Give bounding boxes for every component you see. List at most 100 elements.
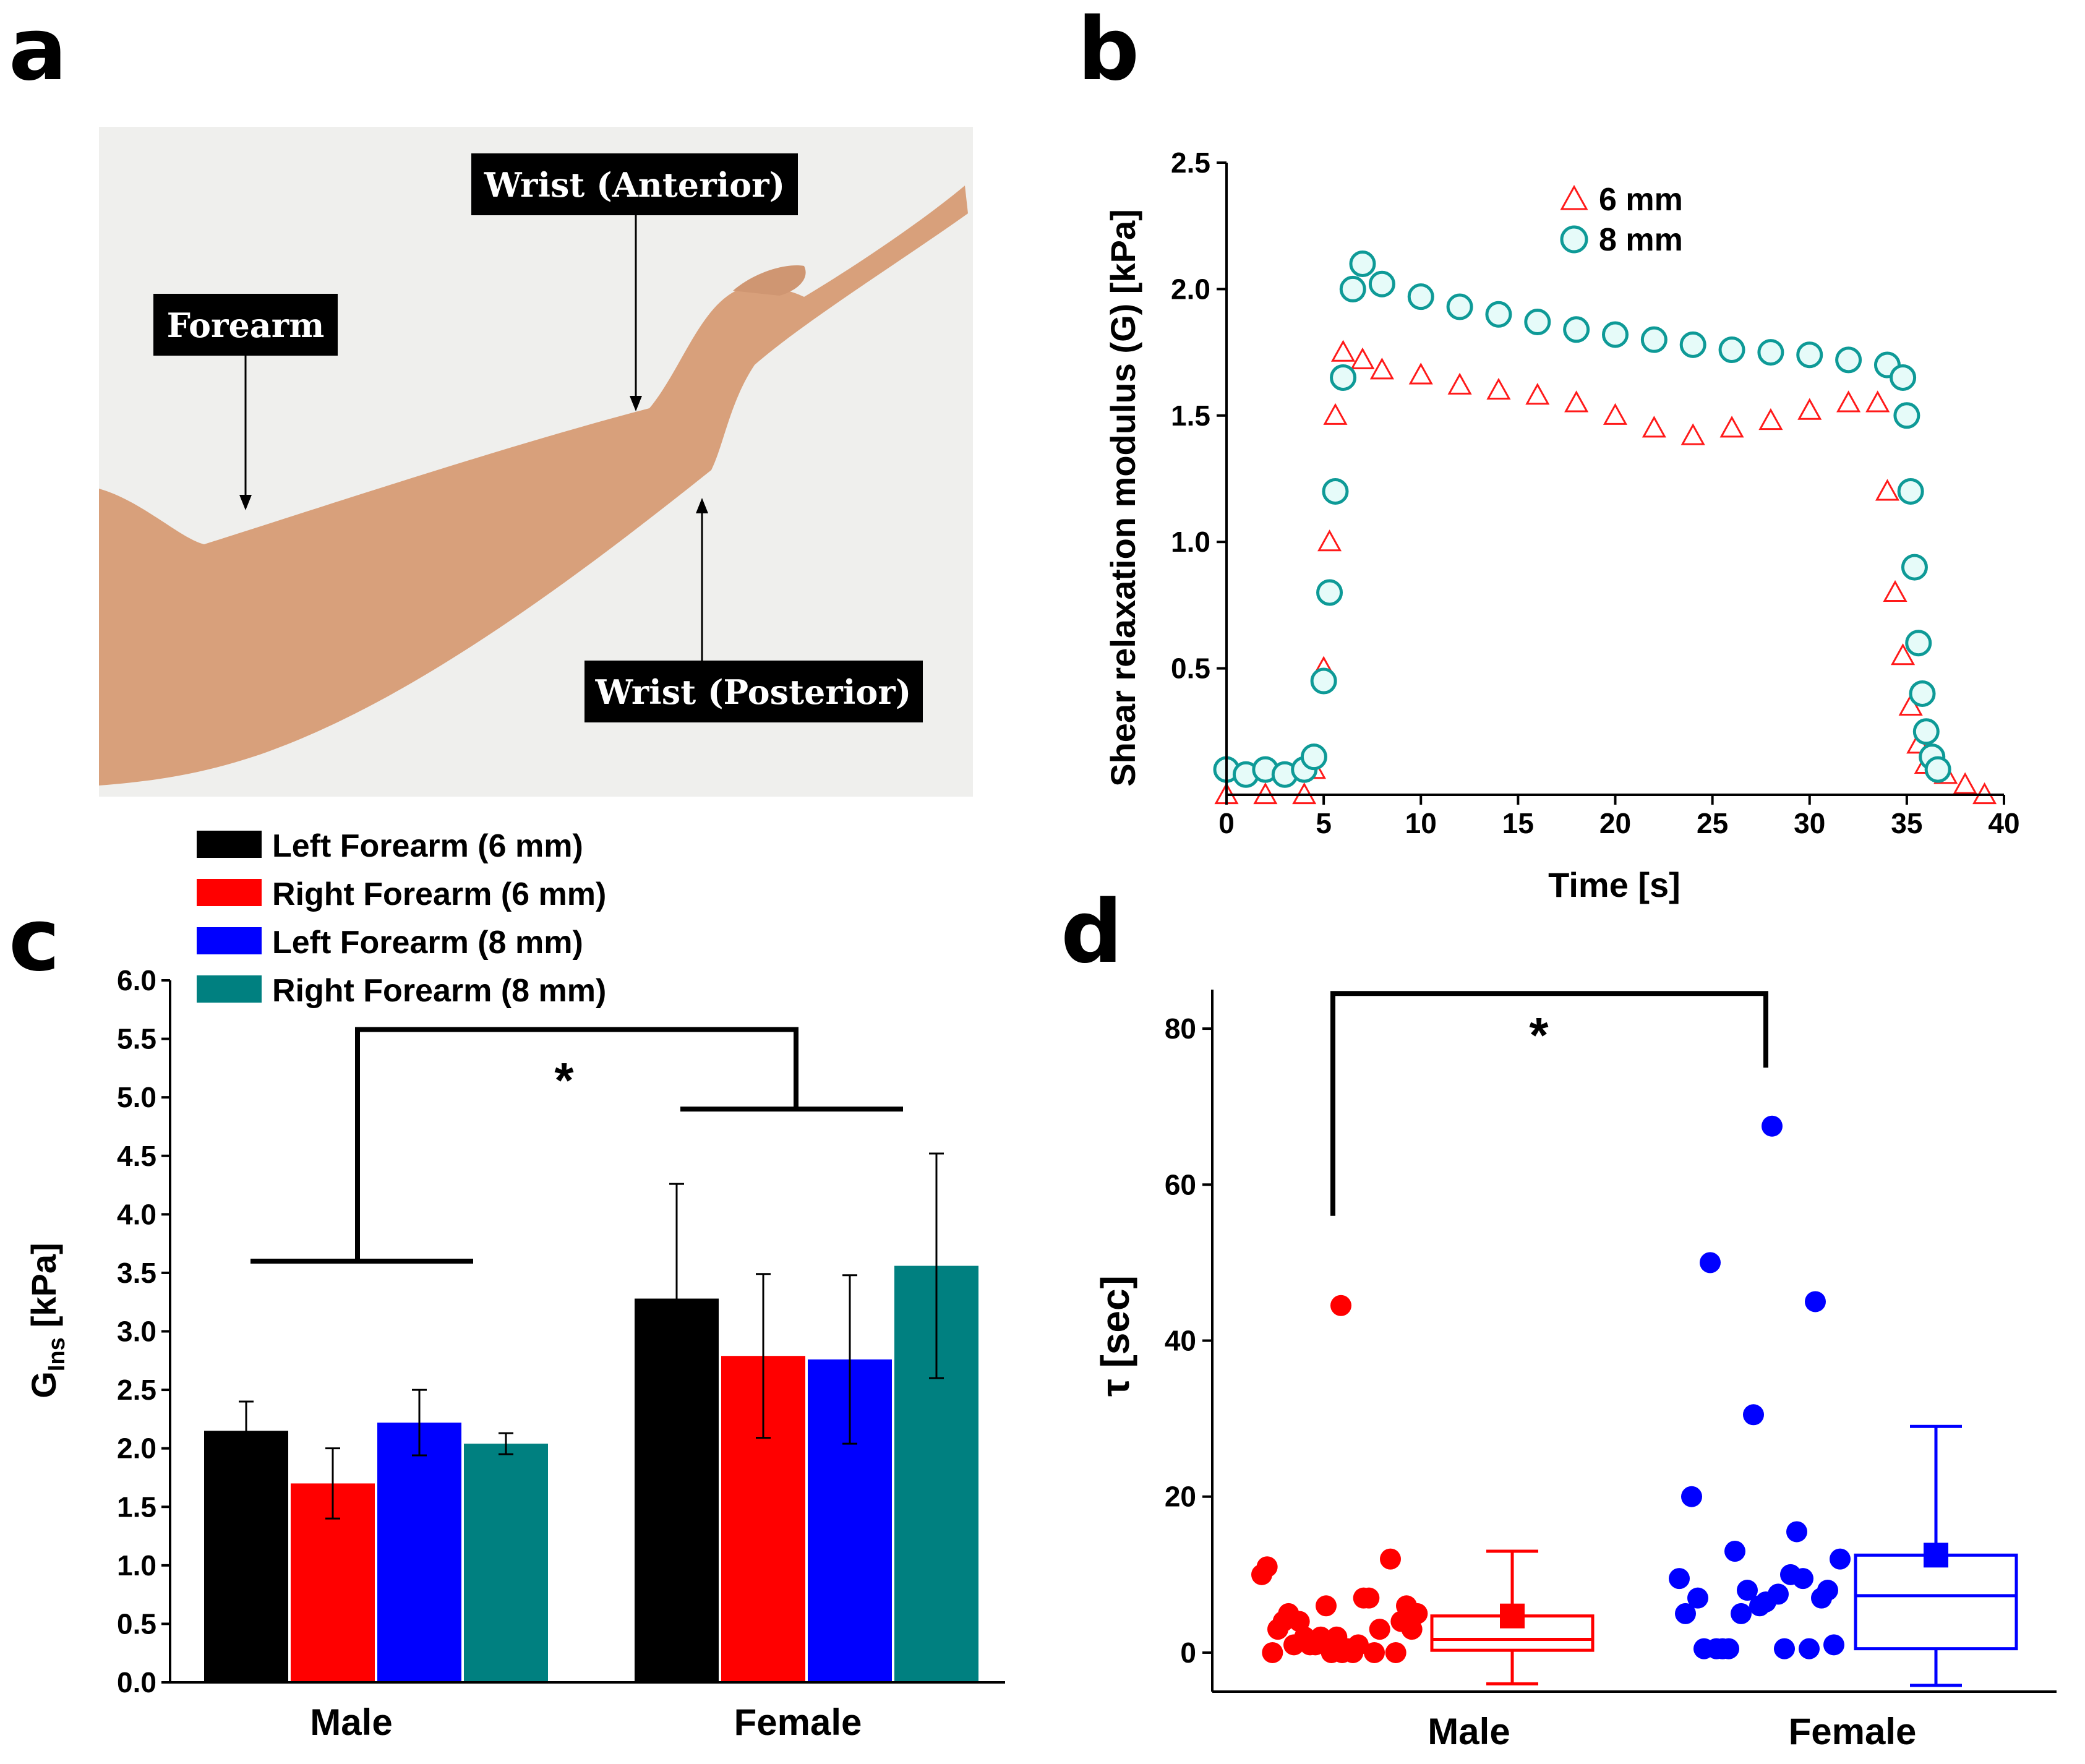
b-point-6mm xyxy=(1350,347,1375,369)
panel-b-label: b xyxy=(1077,0,1139,100)
d-y-tick-label: 40 xyxy=(1165,1325,1196,1357)
panel-d-label: d xyxy=(1061,882,1123,983)
b-point-6mm xyxy=(1758,408,1783,430)
b-axes: 0 5 10 15 20 25 30 35 40 0.5 1.0 1.5 2.0 2.5 xyxy=(1171,147,2020,839)
d-y-tick-label: 60 xyxy=(1165,1168,1196,1201)
d-point-female xyxy=(1830,1548,1851,1570)
arrow-down-icon xyxy=(630,396,642,411)
b-point-8mm xyxy=(1322,477,1349,505)
c-y-tick-label: 5.0 xyxy=(117,1081,156,1113)
d-point-female xyxy=(1681,1486,1702,1507)
c-legend-label-4: Right Forearm (8 mm) xyxy=(272,973,606,1009)
d-point-female xyxy=(1712,1638,1733,1659)
c-y-tick-label: 1.0 xyxy=(117,1549,156,1582)
b-point-8mm xyxy=(1757,339,1784,366)
b-point-8mm xyxy=(1897,477,1924,505)
d-point-male xyxy=(1358,1587,1380,1609)
d-point-female xyxy=(1762,1115,1783,1137)
d-point-male xyxy=(1369,1619,1390,1640)
c-category-male: Male xyxy=(310,1702,392,1743)
d-y-tick-label: 80 xyxy=(1165,1013,1196,1045)
b-legend-triangle-icon xyxy=(1560,184,1588,210)
d-y-tick-label: 0 xyxy=(1180,1637,1196,1669)
d-point-female xyxy=(1786,1521,1807,1543)
b-point-8mm xyxy=(1349,250,1376,278)
arrow-up-icon xyxy=(696,498,708,513)
d-point-female xyxy=(1799,1638,1820,1659)
c-y-tick-label: 3.0 xyxy=(117,1316,156,1348)
d-point-female xyxy=(1774,1638,1795,1659)
b-point-6mm xyxy=(1323,403,1348,425)
b-point-8mm xyxy=(1901,554,1928,581)
d-category-male: Male xyxy=(1428,1711,1510,1752)
c-bracket-top xyxy=(355,1027,798,1261)
c-legend: Left Forearm (6 mm) Right Forearm (6 mm)… xyxy=(197,828,606,1009)
b-x-tick-label: 0 xyxy=(1218,807,1235,839)
b-point-6mm xyxy=(1865,390,1890,413)
b-point-8mm xyxy=(1835,346,1862,374)
b-legend-triangle-icon xyxy=(1560,184,1588,210)
b-point-8mm xyxy=(1796,341,1823,369)
b-x-tick-label: 40 xyxy=(1988,807,2019,839)
d-point-female xyxy=(1755,1591,1776,1612)
d-point-male xyxy=(1380,1548,1401,1570)
d-point-female xyxy=(1669,1568,1690,1590)
d-axes: 0 20 40 60 80 xyxy=(1165,990,2057,1693)
c-legend-swatch-1 xyxy=(197,831,262,858)
b-point-6mm xyxy=(1875,479,1899,501)
b-y-tick-label: 2.5 xyxy=(1171,147,1210,179)
svg-text:GIns[kPa]: GIns [kPa] xyxy=(24,1243,70,1398)
chart-c: Left Forearm (6 mm) Right Forearm (6 mm)… xyxy=(24,828,1005,1743)
svg-text:Wrist (Anterior): Wrist (Anterior) xyxy=(484,165,785,205)
b-point-6mm xyxy=(1883,580,1907,602)
d-point-female xyxy=(1693,1638,1715,1659)
svg-text:Wrist (Posterior): Wrist (Posterior) xyxy=(595,672,912,712)
b-y-tick-label: 1.5 xyxy=(1171,400,1210,432)
d-y-tick-label: 20 xyxy=(1165,1481,1196,1513)
b-point-8mm xyxy=(1446,293,1473,320)
b-y-tick-label: 0.5 xyxy=(1171,653,1210,685)
b-point-8mm xyxy=(1563,316,1590,343)
b-point-8mm xyxy=(1407,283,1434,310)
b-point-8mm xyxy=(1368,270,1395,298)
d-significance-star: * xyxy=(1529,1008,1549,1063)
c-bar xyxy=(464,1444,548,1682)
b-point-8mm xyxy=(1640,326,1668,353)
b-x-tick-label: 20 xyxy=(1599,807,1631,839)
b-point-8mm xyxy=(1718,336,1745,364)
b-legend-circle-icon xyxy=(1560,225,1588,254)
c-bar xyxy=(204,1431,288,1682)
d-point-male xyxy=(1385,1642,1406,1663)
c-ylabel-symbol: G xyxy=(24,1371,63,1398)
c-y-tick-label: 5.5 xyxy=(117,1023,156,1055)
arm-silhouette xyxy=(99,186,968,786)
b-point-6mm xyxy=(1719,416,1744,438)
b-point-6mm xyxy=(1953,772,1977,794)
c-axes: 0.0 0.5 1.0 1.5 2.0 2.5 3.0 3.5 4.0 4.5 5.0 5.5 6.0 xyxy=(117,964,1005,1698)
tag-forearm: Forearm xyxy=(153,294,338,510)
chart-d: τ [sec] 0 20 40 60 80 * Male Female xyxy=(1093,990,2057,1752)
d-point-female xyxy=(1823,1634,1844,1656)
c-bars xyxy=(204,1152,978,1682)
b-point-6mm xyxy=(1486,377,1511,400)
b-x-tick-label: 15 xyxy=(1502,807,1534,839)
b-point-8mm xyxy=(1924,756,1951,783)
b-point-6mm xyxy=(1317,529,1342,552)
b-point-8mm xyxy=(1912,718,1940,745)
chart-b: Shear relaxation modulus (G) [kPa] Time … xyxy=(1103,147,2020,904)
b-point-6mm xyxy=(1891,643,1916,666)
c-legend-label-2: Right Forearm (6 mm) xyxy=(272,876,606,912)
d-point-male xyxy=(1299,1634,1321,1656)
b-y-tick-label: 2.0 xyxy=(1171,273,1210,305)
b-point-6mm xyxy=(1447,372,1472,395)
b-point-6mm xyxy=(1836,390,1861,413)
b-x-tick-label: 35 xyxy=(1891,807,1922,839)
d-point-male xyxy=(1396,1595,1417,1617)
d-box xyxy=(1854,1553,2018,1651)
b-point-6mm xyxy=(1564,390,1589,413)
c-y-tick-label: 0.0 xyxy=(117,1666,156,1698)
c-category-female: Female xyxy=(734,1702,862,1743)
b-point-8mm xyxy=(1339,275,1366,302)
b-point-8mm xyxy=(1300,743,1327,771)
b-point-8mm xyxy=(1330,364,1357,391)
